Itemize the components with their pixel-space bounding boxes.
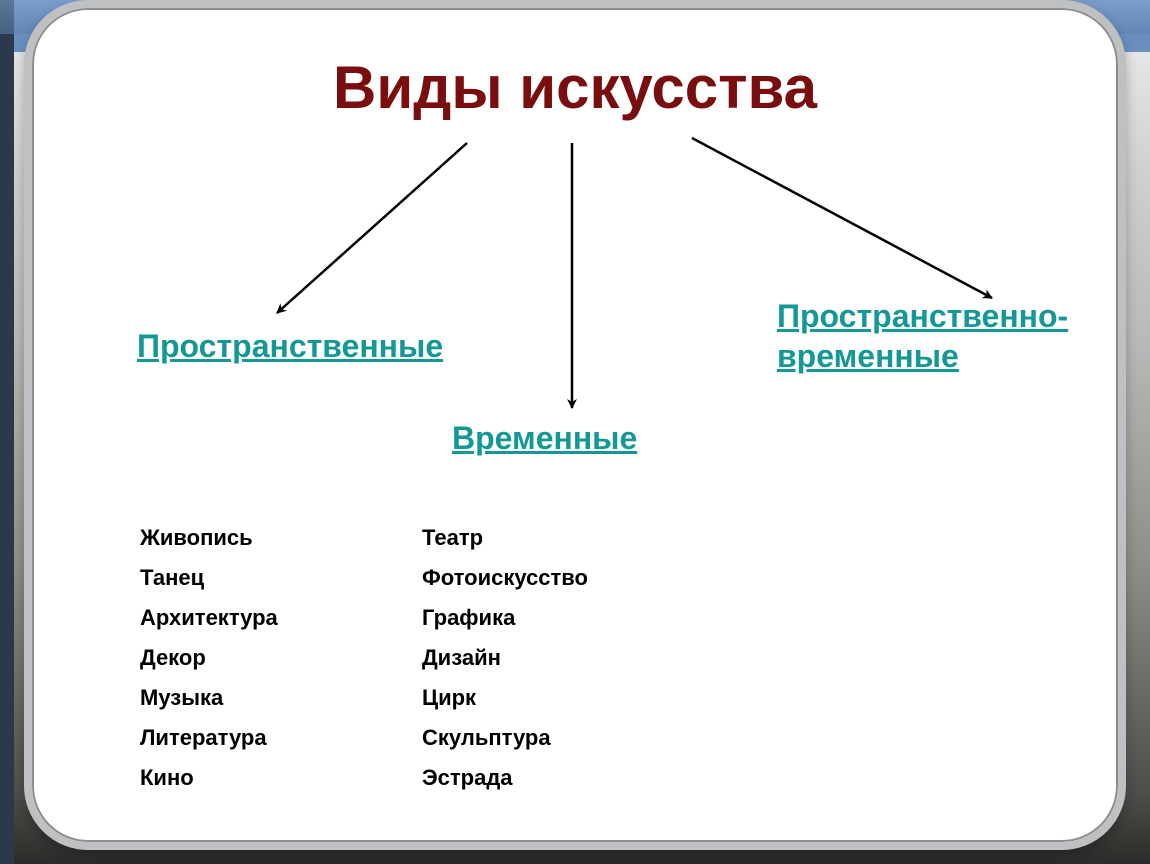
- category-spatial: Пространственные: [137, 326, 443, 366]
- list-item: Декор: [140, 638, 278, 678]
- list-item: Цирк: [422, 678, 588, 718]
- category-temporal: Временные: [452, 418, 637, 458]
- list-item: Дизайн: [422, 638, 588, 678]
- category-spatiotemporal-line1: Пространственно-: [777, 296, 1068, 336]
- list-item: Музыка: [140, 678, 278, 718]
- list-item: Эстрада: [422, 758, 588, 798]
- art-list-col2: ТеатрФотоискусствоГрафикаДизайнЦиркСкуль…: [422, 518, 588, 798]
- presentation-backdrop: Виды искусства Пространственные: [0, 0, 1150, 864]
- list-item: Литература: [140, 718, 278, 758]
- backdrop-left-edge: [0, 0, 14, 864]
- slide-content: Виды искусства Пространственные: [32, 8, 1118, 842]
- art-list-col1: ЖивописьТанецАрхитектураДекорМузыкаЛитер…: [140, 518, 278, 798]
- list-item: Архитектура: [140, 598, 278, 638]
- arrow-right: [692, 138, 992, 298]
- slide-frame: Виды искусства Пространственные: [24, 0, 1126, 850]
- arrow-left: [277, 143, 467, 313]
- category-spatiotemporal-line2: временные: [777, 336, 959, 376]
- list-item: Танец: [140, 558, 278, 598]
- list-item: Графика: [422, 598, 588, 638]
- list-item: Кино: [140, 758, 278, 798]
- list-item: Скульптура: [422, 718, 588, 758]
- slide-title: Виды искусства: [32, 53, 1118, 122]
- list-item: Театр: [422, 518, 588, 558]
- list-item: Живопись: [140, 518, 278, 558]
- list-item: Фотоискусство: [422, 558, 588, 598]
